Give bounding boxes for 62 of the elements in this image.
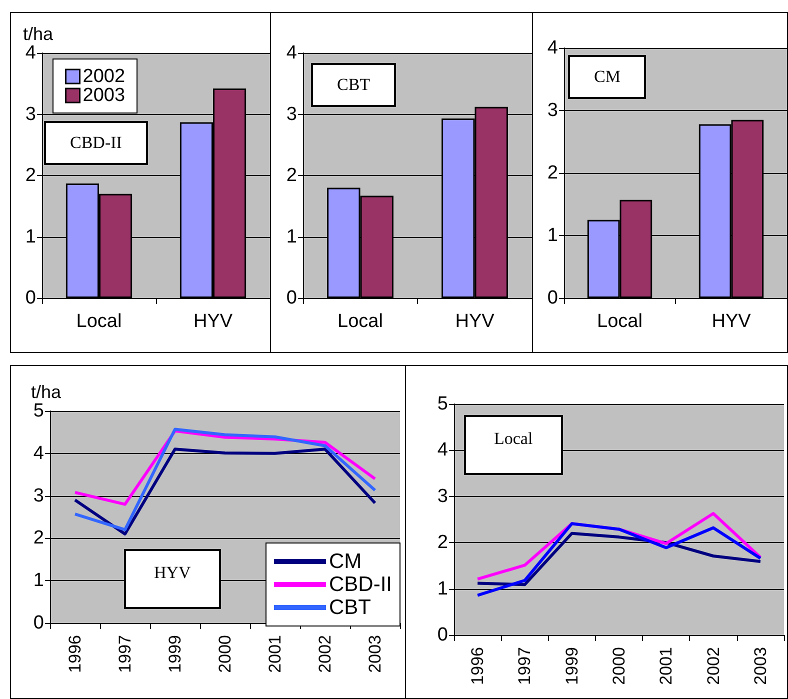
text: CM (594, 67, 620, 86)
line-series (476, 522, 762, 597)
x-tick-label: 1999 (562, 647, 582, 685)
y-tick-label: 1 (286, 226, 297, 248)
y-tick-label: 0 (25, 288, 36, 308)
x-tick-label: 1999 (166, 635, 184, 673)
y-tick-label: 3 (33, 485, 44, 506)
y-tick-label: 0 (437, 624, 448, 646)
y-tick-label: 3 (547, 100, 558, 121)
text: Local (494, 429, 533, 448)
x-tick-label: HYV (193, 311, 233, 332)
y-tick-label: 5 (33, 400, 44, 422)
y-tick-label: 1 (25, 226, 36, 248)
x-tick-label: 1996 (66, 635, 84, 673)
y-tick-label: 3 (437, 486, 448, 507)
y-tick-label: 4 (286, 42, 298, 64)
y-tick-label: 2 (33, 528, 44, 549)
y-tick-label: 4 (547, 38, 558, 58)
y-tick-label: 3 (25, 104, 36, 125)
text: CBT (337, 75, 370, 94)
x-tick-label: 1997 (515, 647, 534, 685)
legend-label: 2003 (82, 85, 126, 106)
line-series (74, 448, 376, 536)
y-tick-label: 1 (547, 225, 558, 246)
x-tick-label: HYV (712, 311, 752, 332)
y-tick-label: 2 (25, 165, 36, 186)
text: HYV (154, 563, 191, 582)
legend-label: CM (329, 550, 362, 573)
legend-label: CBT (329, 596, 372, 619)
y-axis-title: t/ha (30, 382, 62, 402)
x-tick-label: HYV (455, 311, 495, 332)
y-tick-label: 5 (437, 394, 448, 414)
text: CBD-II (70, 133, 122, 152)
x-tick-label: Local (338, 311, 383, 332)
y-tick-label: 0 (547, 288, 558, 308)
x-tick-label: 1997 (116, 635, 134, 673)
y-tick-label: 2 (286, 165, 297, 186)
y-tick-label: 2 (437, 532, 448, 554)
x-tick-label: 2003 (750, 647, 770, 685)
y-tick-label: 4 (33, 442, 44, 464)
y-tick-label: 1 (33, 570, 44, 592)
y-tick-label: 3 (286, 104, 297, 125)
y-axis-title: t/ha (22, 24, 54, 44)
y-tick-label: 4 (437, 440, 448, 461)
x-tick-label: 2001 (656, 647, 676, 685)
x-tick-label: 2003 (366, 635, 384, 673)
x-tick-label: 2002 (704, 647, 723, 685)
y-tick-label: 4 (25, 42, 36, 64)
x-tick-label: 2000 (610, 647, 628, 685)
x-tick-label: Local (76, 311, 122, 332)
line-series (74, 428, 376, 532)
y-tick-label: 1 (437, 578, 448, 600)
x-tick-label: 2002 (316, 635, 334, 673)
y-tick-label: 2 (547, 162, 558, 184)
x-tick-label: 2001 (266, 635, 284, 673)
legend-label: 2002 (82, 66, 126, 87)
x-tick-label: 2000 (216, 635, 234, 673)
legend-label: CBD-II (329, 573, 392, 596)
y-tick-label: 0 (33, 612, 44, 634)
x-tick-label: Local (597, 311, 642, 332)
y-tick-label: 0 (286, 288, 297, 308)
x-tick-label: 1996 (468, 647, 488, 685)
